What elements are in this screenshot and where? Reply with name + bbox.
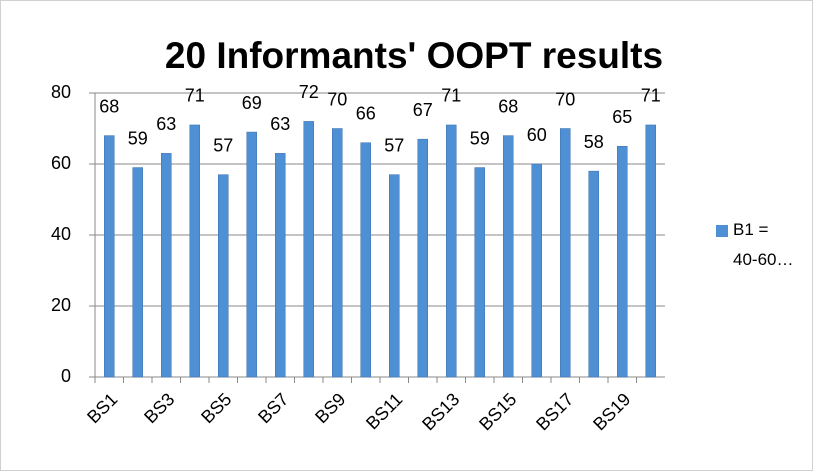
bar <box>189 124 200 378</box>
legend-label: B1 = 40-60… <box>733 220 794 269</box>
data-label: 70 <box>327 89 347 109</box>
data-label: 57 <box>213 135 233 155</box>
data-label: 63 <box>270 114 290 134</box>
x-tick-label: BS15 <box>475 389 520 434</box>
bar <box>303 121 314 378</box>
chart-title: 20 Informants' OOPT results <box>165 35 663 76</box>
bar <box>474 167 485 378</box>
data-label: 68 <box>99 96 119 116</box>
bar <box>588 170 599 378</box>
bar <box>132 167 143 378</box>
bar <box>275 153 286 378</box>
bar <box>104 135 115 378</box>
y-tick-label: 80 <box>51 82 71 102</box>
x-tick-label: BS1 <box>83 389 121 427</box>
bar <box>246 131 257 378</box>
x-tick-label: BS13 <box>418 389 463 434</box>
y-tick-label: 20 <box>51 295 71 315</box>
y-tick-label: 40 <box>51 224 71 244</box>
bar <box>332 128 343 378</box>
bar <box>531 163 542 378</box>
bar <box>503 135 514 378</box>
x-tick-label: BS17 <box>532 389 577 434</box>
data-label: 57 <box>384 135 404 155</box>
bar <box>417 138 428 378</box>
x-tick-label: BS7 <box>254 389 292 427</box>
data-label: 71 <box>185 86 205 106</box>
legend: B1 = 40-60… <box>716 220 795 275</box>
x-tick-label: BS9 <box>311 389 349 427</box>
data-label: 65 <box>612 107 632 127</box>
x-tick-label: BS19 <box>589 389 634 434</box>
data-label: 58 <box>584 132 604 152</box>
data-label: 71 <box>641 86 661 106</box>
y-tick-label: 0 <box>61 366 71 386</box>
data-label: 70 <box>555 89 575 109</box>
x-tick-label: BS3 <box>140 389 178 427</box>
data-label: 71 <box>441 86 461 106</box>
data-label: 68 <box>498 96 518 116</box>
bar <box>360 142 371 378</box>
x-tick-label: BS11 <box>362 389 406 433</box>
data-label: 72 <box>299 82 319 102</box>
x-tick-label: BS5 <box>197 389 235 427</box>
bar <box>161 153 172 378</box>
bar <box>446 124 457 378</box>
legend-swatch <box>716 225 728 237</box>
bar <box>389 174 400 378</box>
bar <box>218 174 229 378</box>
data-label: 66 <box>356 103 376 123</box>
data-label: 67 <box>413 100 433 120</box>
bar <box>617 146 628 378</box>
data-label: 59 <box>128 128 148 148</box>
data-label: 59 <box>470 128 490 148</box>
bar <box>560 128 571 378</box>
data-label: 63 <box>156 114 176 134</box>
y-tick-label: 60 <box>51 153 71 173</box>
data-label: 60 <box>527 125 547 145</box>
data-label: 69 <box>242 93 262 113</box>
bar <box>645 124 656 378</box>
